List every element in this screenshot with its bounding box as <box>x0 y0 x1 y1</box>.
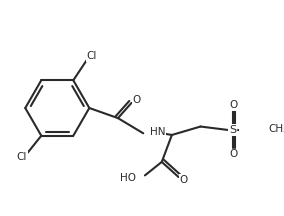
Text: Cl: Cl <box>87 51 97 61</box>
Text: O: O <box>229 100 237 110</box>
Text: S: S <box>229 125 236 135</box>
Text: O: O <box>132 95 141 105</box>
Text: HN: HN <box>150 127 166 137</box>
Text: Cl: Cl <box>17 152 27 162</box>
Text: O: O <box>179 175 188 185</box>
Text: O: O <box>229 149 237 159</box>
Text: CH₃: CH₃ <box>268 124 284 134</box>
Text: HO: HO <box>120 173 137 183</box>
